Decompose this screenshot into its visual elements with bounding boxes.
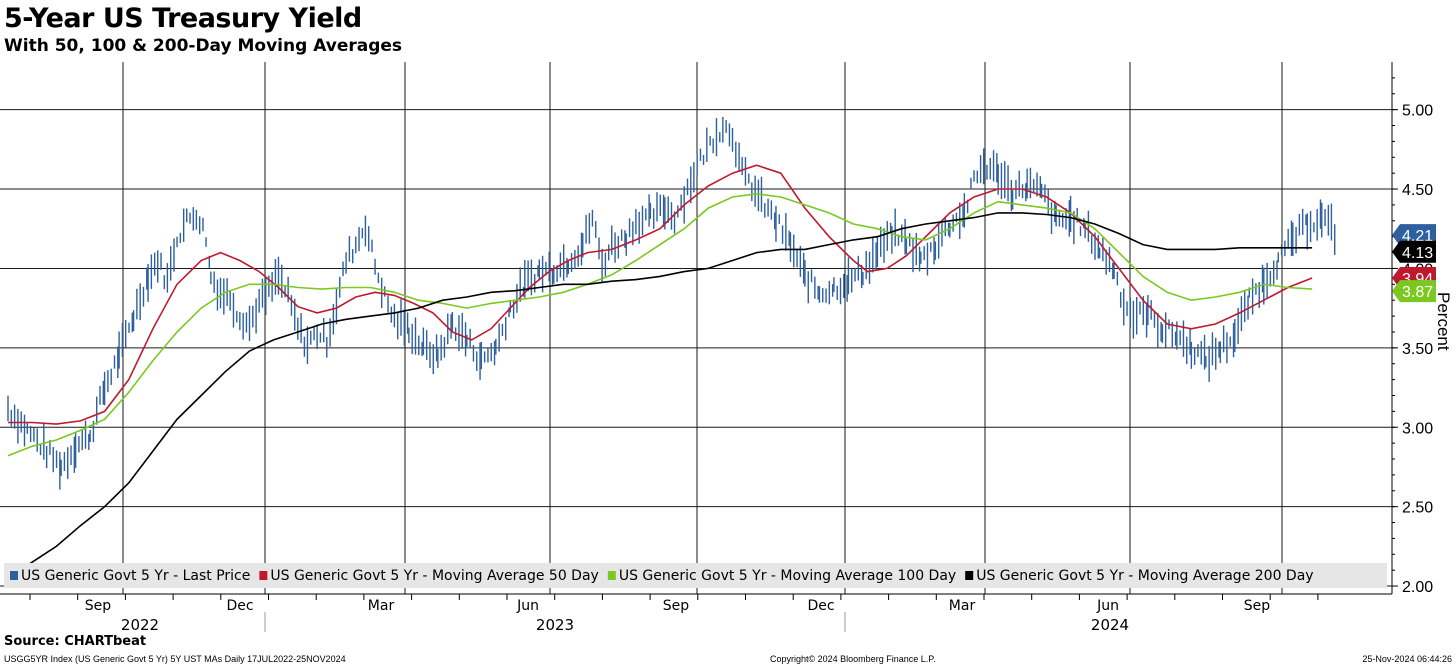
x-year-label: 2024 xyxy=(1091,616,1129,634)
legend-label: US Generic Govt 5 Yr - Last Price xyxy=(21,568,250,584)
x-tick-label: Mar xyxy=(949,598,976,614)
x-tick-label: Dec xyxy=(807,598,834,614)
legend-swatch xyxy=(10,571,18,580)
chart-area: 2.002.503.003.504.004.505.00Percent4.214… xyxy=(0,62,1453,634)
x-tick-label: Sep xyxy=(85,598,112,614)
legend-swatch xyxy=(259,571,268,580)
x-year-label: 2023 xyxy=(536,616,574,634)
chart-title: 5-Year US Treasury Yield xyxy=(4,3,362,34)
y-tick-label: 3.00 xyxy=(1402,420,1433,437)
x-tick-label: Sep xyxy=(1244,598,1271,614)
y-tick-label: 3.50 xyxy=(1402,341,1433,358)
price-series xyxy=(7,117,1336,490)
y-tick-label: 2.50 xyxy=(1402,500,1433,517)
source-note: Source: CHARTbeat xyxy=(4,634,147,649)
ma100-line xyxy=(7,192,1313,457)
y-axis-label: Percent xyxy=(1434,292,1453,351)
last-value-tag-label: 4.13 xyxy=(1402,245,1433,262)
ma200-line xyxy=(7,212,1313,579)
legend-bg xyxy=(4,563,1387,588)
ma50-line xyxy=(8,164,1313,425)
legend-label: US Generic Govt 5 Yr - Moving Average 50… xyxy=(270,568,598,584)
x-tick-label: Sep xyxy=(663,598,690,614)
x-tick-label: Dec xyxy=(226,598,253,614)
last-value-tag-bg xyxy=(1392,224,1436,247)
x-year-label: 2022 xyxy=(121,616,159,634)
legend-label: US Generic Govt 5 Yr - Moving Average 10… xyxy=(619,568,956,584)
legend: US Generic Govt 5 Yr - Last Price US Gene… xyxy=(4,563,1387,588)
legend-swatch xyxy=(965,571,974,580)
last-value-tag: 4.13 xyxy=(1392,240,1436,263)
y-tick-label: 5.00 xyxy=(1402,103,1433,120)
copyright: Copyright© 2024 Bloomberg Finance L.P. xyxy=(770,654,936,664)
legend-label: US Generic Govt 5 Yr - Moving Average 20… xyxy=(976,568,1313,584)
last-value-tag-bg xyxy=(1392,240,1436,263)
last-value-tag: 3.87 xyxy=(1392,280,1436,303)
chart-subtitle: With 50, 100 & 200-Day Moving Averages xyxy=(4,36,403,56)
index-info: USGG5YR Index (US Generic Govt 5 Yr) 5Y … xyxy=(4,654,346,664)
timestamp: 25-Nov-2024 06:44:26 xyxy=(1362,654,1452,664)
x-tick-label: Jun xyxy=(1096,598,1119,614)
last-value-tag-label: 3.87 xyxy=(1402,284,1433,301)
y-tick-label: 4.50 xyxy=(1402,182,1433,199)
legend-swatch xyxy=(607,571,616,580)
last-value-tag-bg xyxy=(1392,280,1436,303)
y-tick-label: 2.00 xyxy=(1402,579,1433,596)
x-tick-label: Mar xyxy=(368,598,395,614)
x-tick-label: Jun xyxy=(516,598,539,614)
